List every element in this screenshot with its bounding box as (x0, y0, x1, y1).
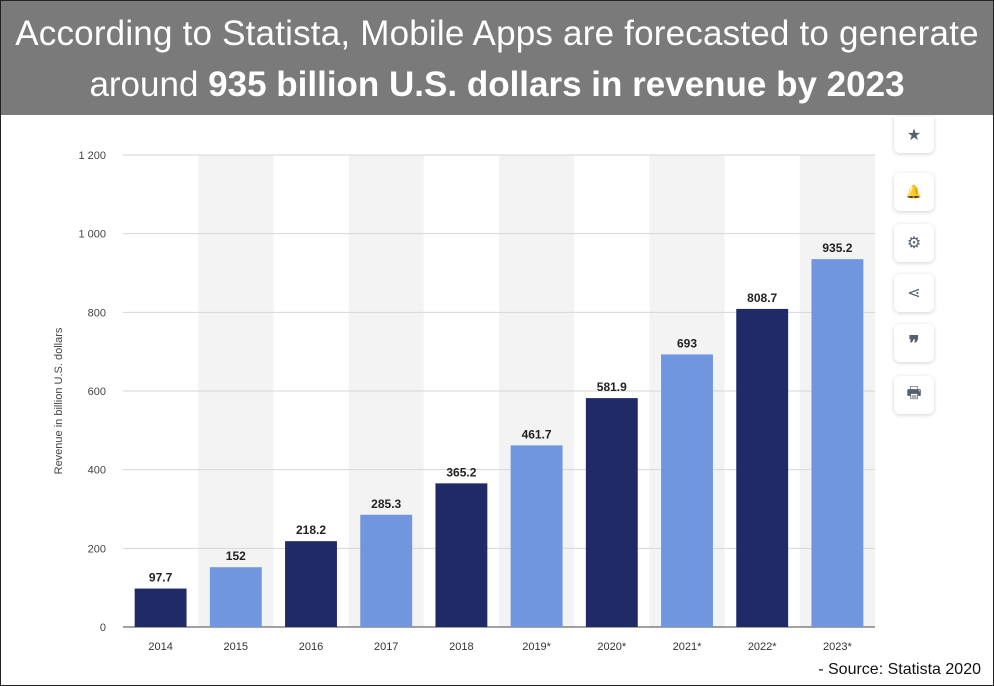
bar-2020* (585, 398, 638, 627)
x-tick-label: 2018 (449, 641, 473, 653)
y-tick-label: 1 000 (78, 229, 106, 241)
toolbar-button-settings[interactable]: ⚙ (894, 224, 934, 262)
bar-value-label: 365.2 (446, 465, 476, 479)
bar-value-label: 935.2 (822, 241, 852, 255)
settings-gear-icon: ⚙ (906, 235, 922, 252)
share-icon: ⋖ (907, 285, 921, 302)
y-tick-label: 0 (100, 622, 106, 634)
bar-2016 (285, 541, 337, 627)
bar-2022* (736, 308, 789, 627)
x-tick-label: 2019* (522, 641, 551, 653)
x-tick-label: 2020* (597, 641, 626, 653)
y-tick-label: 1 200 (78, 150, 106, 162)
bar-value-label: 285.3 (371, 497, 401, 511)
x-tick-label: 2022* (748, 641, 777, 653)
bar-2017 (360, 514, 413, 627)
x-tick-label: 2014 (148, 641, 172, 653)
quote-icon: ❞ (908, 332, 920, 355)
headline-line-1: According to Statista, Mobile Apps are f… (15, 14, 979, 53)
y-tick-label: 200 (88, 543, 106, 555)
headline-banner: According to Statista, Mobile Apps are f… (1, 1, 993, 115)
x-tick-label: 2016 (299, 641, 323, 653)
favorite-icon: ★ (906, 127, 922, 144)
notification-bell-icon: 🔔 (905, 184, 923, 199)
bar-2014 (134, 588, 187, 627)
x-tick-label: 2021* (673, 641, 702, 653)
toolbar-button-share[interactable]: ⋖ (894, 274, 934, 312)
bar-value-label: 693 (677, 336, 697, 350)
x-tick-label: 2017 (374, 641, 398, 653)
bar-value-label: 218.2 (296, 523, 326, 537)
headline-line-2: around 935 billion U.S. dollars in reven… (1, 63, 993, 107)
toolbar-button-notifications[interactable]: 🔔 (894, 173, 934, 211)
y-tick-label: 400 (88, 465, 106, 477)
y-tick-label: 600 (88, 386, 106, 398)
bar-2021* (661, 354, 713, 627)
bar-2018 (435, 483, 488, 627)
bar-2019* (510, 445, 563, 627)
y-tick-label: 800 (88, 307, 106, 319)
bar-value-label: 97.7 (149, 571, 173, 585)
bar-value-label: 152 (226, 549, 246, 563)
x-tick-label: 2023* (823, 641, 852, 653)
y-axis-title: Revenue in billion U.S. dollars (53, 327, 65, 474)
bar-2015 (209, 567, 262, 627)
toolbar-button-cite[interactable]: ❞ (894, 324, 934, 362)
headline-line-2-prefix: around (89, 65, 199, 104)
bar-value-label: 581.9 (597, 380, 627, 394)
source-note: - Source: Statista 2020 (818, 661, 981, 678)
bar-2023* (811, 259, 864, 627)
print-icon: 🖶 (906, 384, 922, 402)
toolbar-button-favorite[interactable]: ★ (894, 117, 934, 153)
bar-value-label: 808.7 (747, 291, 777, 305)
revenue-bar-chart: 0 200 400 600 800 1 000 1 200 97.7 2014 152 2015 21… (53, 150, 875, 653)
toolbar-button-print[interactable]: 🖶 (894, 376, 934, 414)
headline-line-2-bold: 935 billion U.S. dollars in revenue by 2… (208, 65, 905, 104)
x-tick-label: 2015 (224, 641, 248, 653)
bar-value-label: 461.7 (522, 427, 552, 441)
